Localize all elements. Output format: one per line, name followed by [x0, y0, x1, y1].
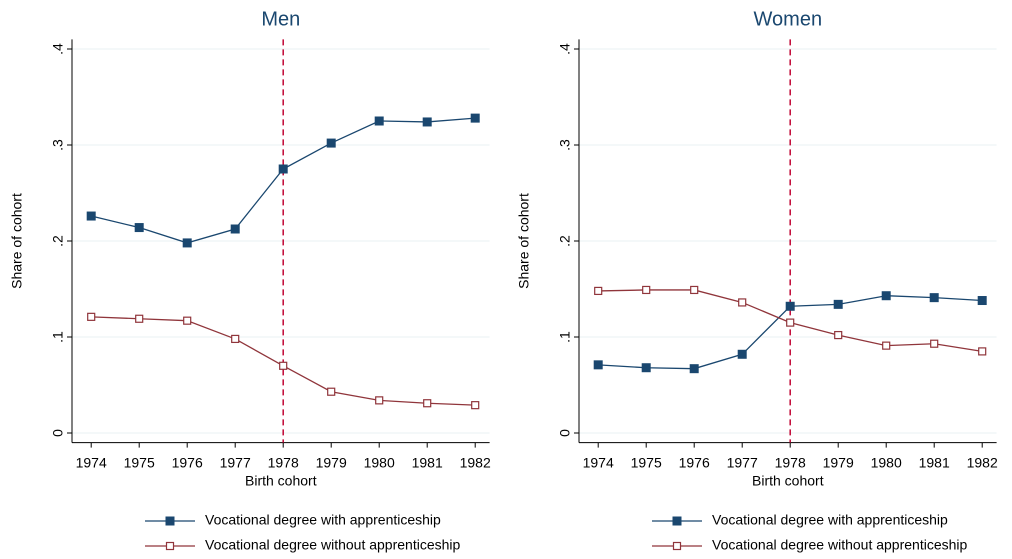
y-axis-label: Share of cohort	[516, 193, 532, 289]
x-tick-label: 1977	[220, 454, 251, 470]
marker	[231, 334, 240, 344]
marker	[882, 341, 891, 350]
marker	[881, 291, 891, 301]
y-tick-label: .1	[557, 331, 573, 343]
marker	[326, 138, 336, 148]
marker	[977, 296, 987, 306]
x-tick-label: 1980	[871, 454, 902, 470]
marker	[182, 238, 192, 248]
x-tick-label: 1976	[172, 454, 203, 470]
marker	[183, 316, 192, 325]
marker	[594, 286, 603, 296]
y-tick-label: .2	[50, 235, 66, 247]
chart-title: Women	[754, 8, 823, 30]
x-tick-label: 1982	[460, 454, 491, 470]
marker	[593, 360, 603, 370]
marker	[134, 223, 144, 233]
marker	[375, 396, 384, 405]
x-tick-label: 1977	[727, 454, 758, 470]
x-tick-label: 1975	[124, 454, 155, 470]
y-axis-label: Share of cohort	[9, 193, 25, 289]
marker	[833, 299, 843, 309]
x-tick-label: 1981	[919, 454, 950, 470]
marker	[737, 349, 747, 359]
marker	[422, 117, 432, 127]
marker	[785, 301, 795, 311]
y-tick-label: .1	[50, 331, 66, 343]
marker	[135, 314, 144, 323]
marker	[786, 318, 795, 327]
x-axis-label: Birth cohort	[245, 472, 317, 488]
legend-marker	[672, 516, 682, 526]
marker	[374, 116, 384, 126]
legend-marker	[672, 541, 682, 551]
marker	[230, 224, 240, 234]
y-tick-label: 0	[557, 429, 573, 437]
y-tick-label: .3	[50, 139, 66, 151]
marker	[834, 330, 843, 340]
x-tick-label: 1978	[268, 454, 299, 470]
marker	[929, 293, 939, 303]
marker	[278, 164, 288, 174]
x-tick-label: 1979	[316, 454, 347, 470]
marker	[470, 113, 480, 123]
marker	[87, 312, 96, 321]
marker	[86, 211, 96, 221]
x-tick-label: 1976	[679, 454, 710, 470]
x-tick-label: 1974	[583, 454, 614, 470]
y-tick-label: 0	[50, 429, 66, 437]
y-tick-label: .3	[557, 139, 573, 151]
marker	[690, 285, 699, 295]
marker	[738, 298, 747, 307]
x-tick-label: 1979	[823, 454, 854, 470]
y-tick-label: .4	[50, 43, 66, 55]
legend-label: Vocational degree with apprenticeship	[205, 512, 441, 528]
legend-label: Vocational degree without apprenticeship	[205, 537, 461, 553]
chart-title: Men	[261, 8, 300, 30]
marker	[978, 347, 987, 356]
marker	[279, 361, 288, 370]
marker	[327, 387, 336, 396]
x-tick-label: 1974	[76, 454, 107, 470]
marker	[689, 364, 699, 374]
x-tick-label: 1980	[364, 454, 395, 470]
x-tick-label: 1981	[412, 454, 443, 470]
y-tick-label: .2	[557, 235, 573, 247]
marker	[423, 399, 432, 408]
x-tick-label: 1975	[631, 454, 662, 470]
x-axis-label: Birth cohort	[752, 472, 824, 488]
marker	[930, 339, 939, 348]
marker	[471, 401, 480, 410]
marker	[642, 285, 651, 295]
legend-label: Vocational degree with apprenticeship	[712, 512, 948, 528]
legend-marker	[165, 516, 175, 526]
legend-marker	[165, 541, 175, 551]
y-tick-label: .4	[557, 43, 573, 55]
x-tick-label: 1982	[967, 454, 998, 470]
marker	[641, 363, 651, 373]
x-tick-label: 1978	[775, 454, 806, 470]
legend-label: Vocational degree without apprenticeship	[712, 537, 968, 553]
